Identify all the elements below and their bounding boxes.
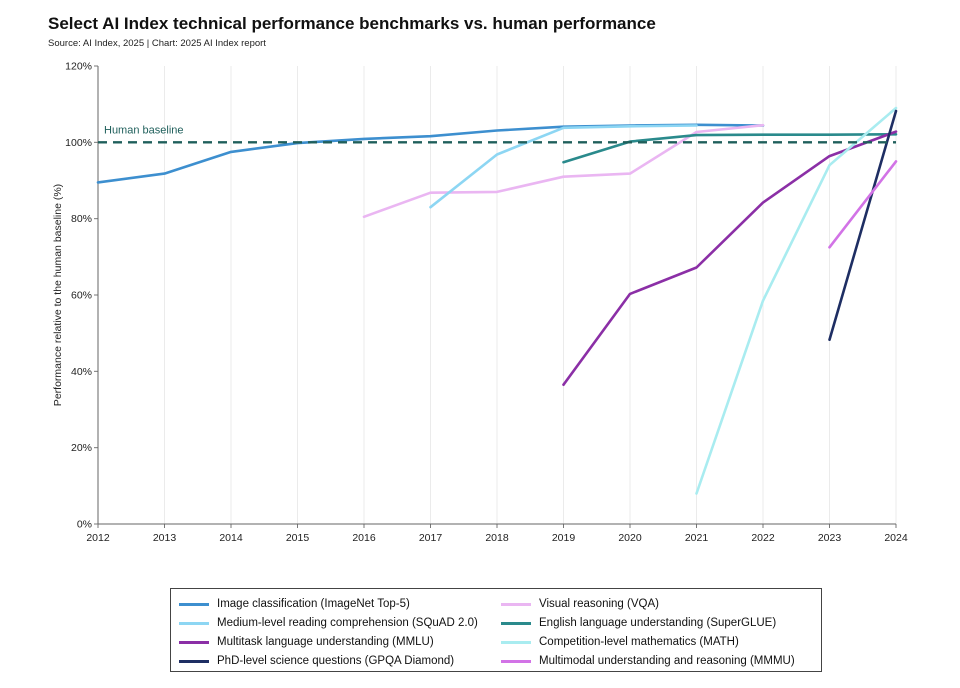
legend-label: English language understanding (SuperGLU… (539, 617, 777, 629)
legend-item: Visual reasoning (VQA) (501, 595, 659, 613)
series-line (562, 133, 898, 164)
legend-item: Multitask language understanding (MMLU) (179, 633, 434, 651)
x-tick-label: 2021 (685, 532, 709, 544)
x-tick-label: 2020 (618, 532, 642, 544)
legend-item: English language understanding (SuperGLU… (501, 614, 776, 632)
x-tick-label: 2019 (552, 532, 576, 544)
line-chart: 2012 2013 2014 2015 2016 2017 2018 2019 2020 2021… (52, 61, 908, 545)
legend-label: Image classification (ImageNet Top-5) (217, 598, 410, 610)
legend-label: Medium-level reading comprehension (SQuA… (217, 617, 478, 629)
legend-swatch (179, 640, 209, 644)
legend-swatch (179, 621, 209, 625)
x-tick-label: 2013 (153, 532, 177, 544)
y-tick-label: 40% (71, 366, 92, 378)
human-baseline-label: Human baseline (104, 124, 184, 136)
x-tick-label: 2012 (86, 532, 110, 544)
y-axis-label: Performance relative to the human baseli… (52, 184, 64, 406)
legend-label: Competition-level mathematics (MATH) (539, 636, 739, 648)
legend-item: Medium-level reading comprehension (SQuA… (179, 614, 478, 632)
chart-subtitle: Source: AI Index, 2025 | Chart: 2025 AI … (48, 38, 266, 49)
x-tick-label: 2015 (286, 532, 310, 544)
legend-swatch (179, 659, 209, 663)
x-tick-label: 2023 (818, 532, 842, 544)
legend-item: Image classification (ImageNet Top-5) (179, 595, 410, 613)
x-tick-label: 2017 (419, 532, 443, 544)
x-tick-label: 2022 (751, 532, 775, 544)
legend-item: PhD-level science questions (GPQA Diamon… (179, 652, 454, 670)
x-tick-label: 2018 (485, 532, 509, 544)
legend-label: Multitask language understanding (MMLU) (217, 636, 434, 648)
legend-swatch (501, 621, 531, 625)
legend-item: Multimodal understanding and reasoning (… (501, 652, 795, 670)
series-line (362, 123, 765, 219)
series-line (429, 124, 698, 209)
series-line (828, 109, 898, 342)
legend-label: PhD-level science questions (GPQA Diamon… (217, 655, 455, 667)
x-tick-label: 2016 (352, 532, 376, 544)
legend-item: Competition-level mathematics (MATH) (501, 633, 739, 651)
y-tick-label: 0% (77, 519, 92, 531)
legend-swatch (501, 659, 531, 663)
y-tick-label: 120% (65, 61, 92, 73)
y-tick-label: 100% (65, 137, 92, 149)
legend-swatch (179, 602, 209, 606)
y-tick-label: 20% (71, 442, 92, 454)
legend-label: Multimodal understanding and reasoning (… (539, 655, 795, 667)
series-line (828, 160, 898, 249)
legend-swatch (501, 640, 531, 644)
x-tick-label: 2014 (219, 532, 243, 544)
series-line (695, 106, 898, 495)
chart-legend: Image classification (ImageNet Top-5) Vi… (170, 588, 822, 672)
legend-label: Visual reasoning (VQA) (539, 598, 659, 610)
y-tick-label: 60% (71, 290, 92, 302)
y-tick-label: 80% (71, 213, 92, 225)
x-tick-label: 2024 (884, 532, 908, 544)
legend-swatch (501, 602, 531, 606)
series-line (562, 130, 898, 387)
chart-title: Select AI Index technical performance be… (48, 14, 656, 33)
